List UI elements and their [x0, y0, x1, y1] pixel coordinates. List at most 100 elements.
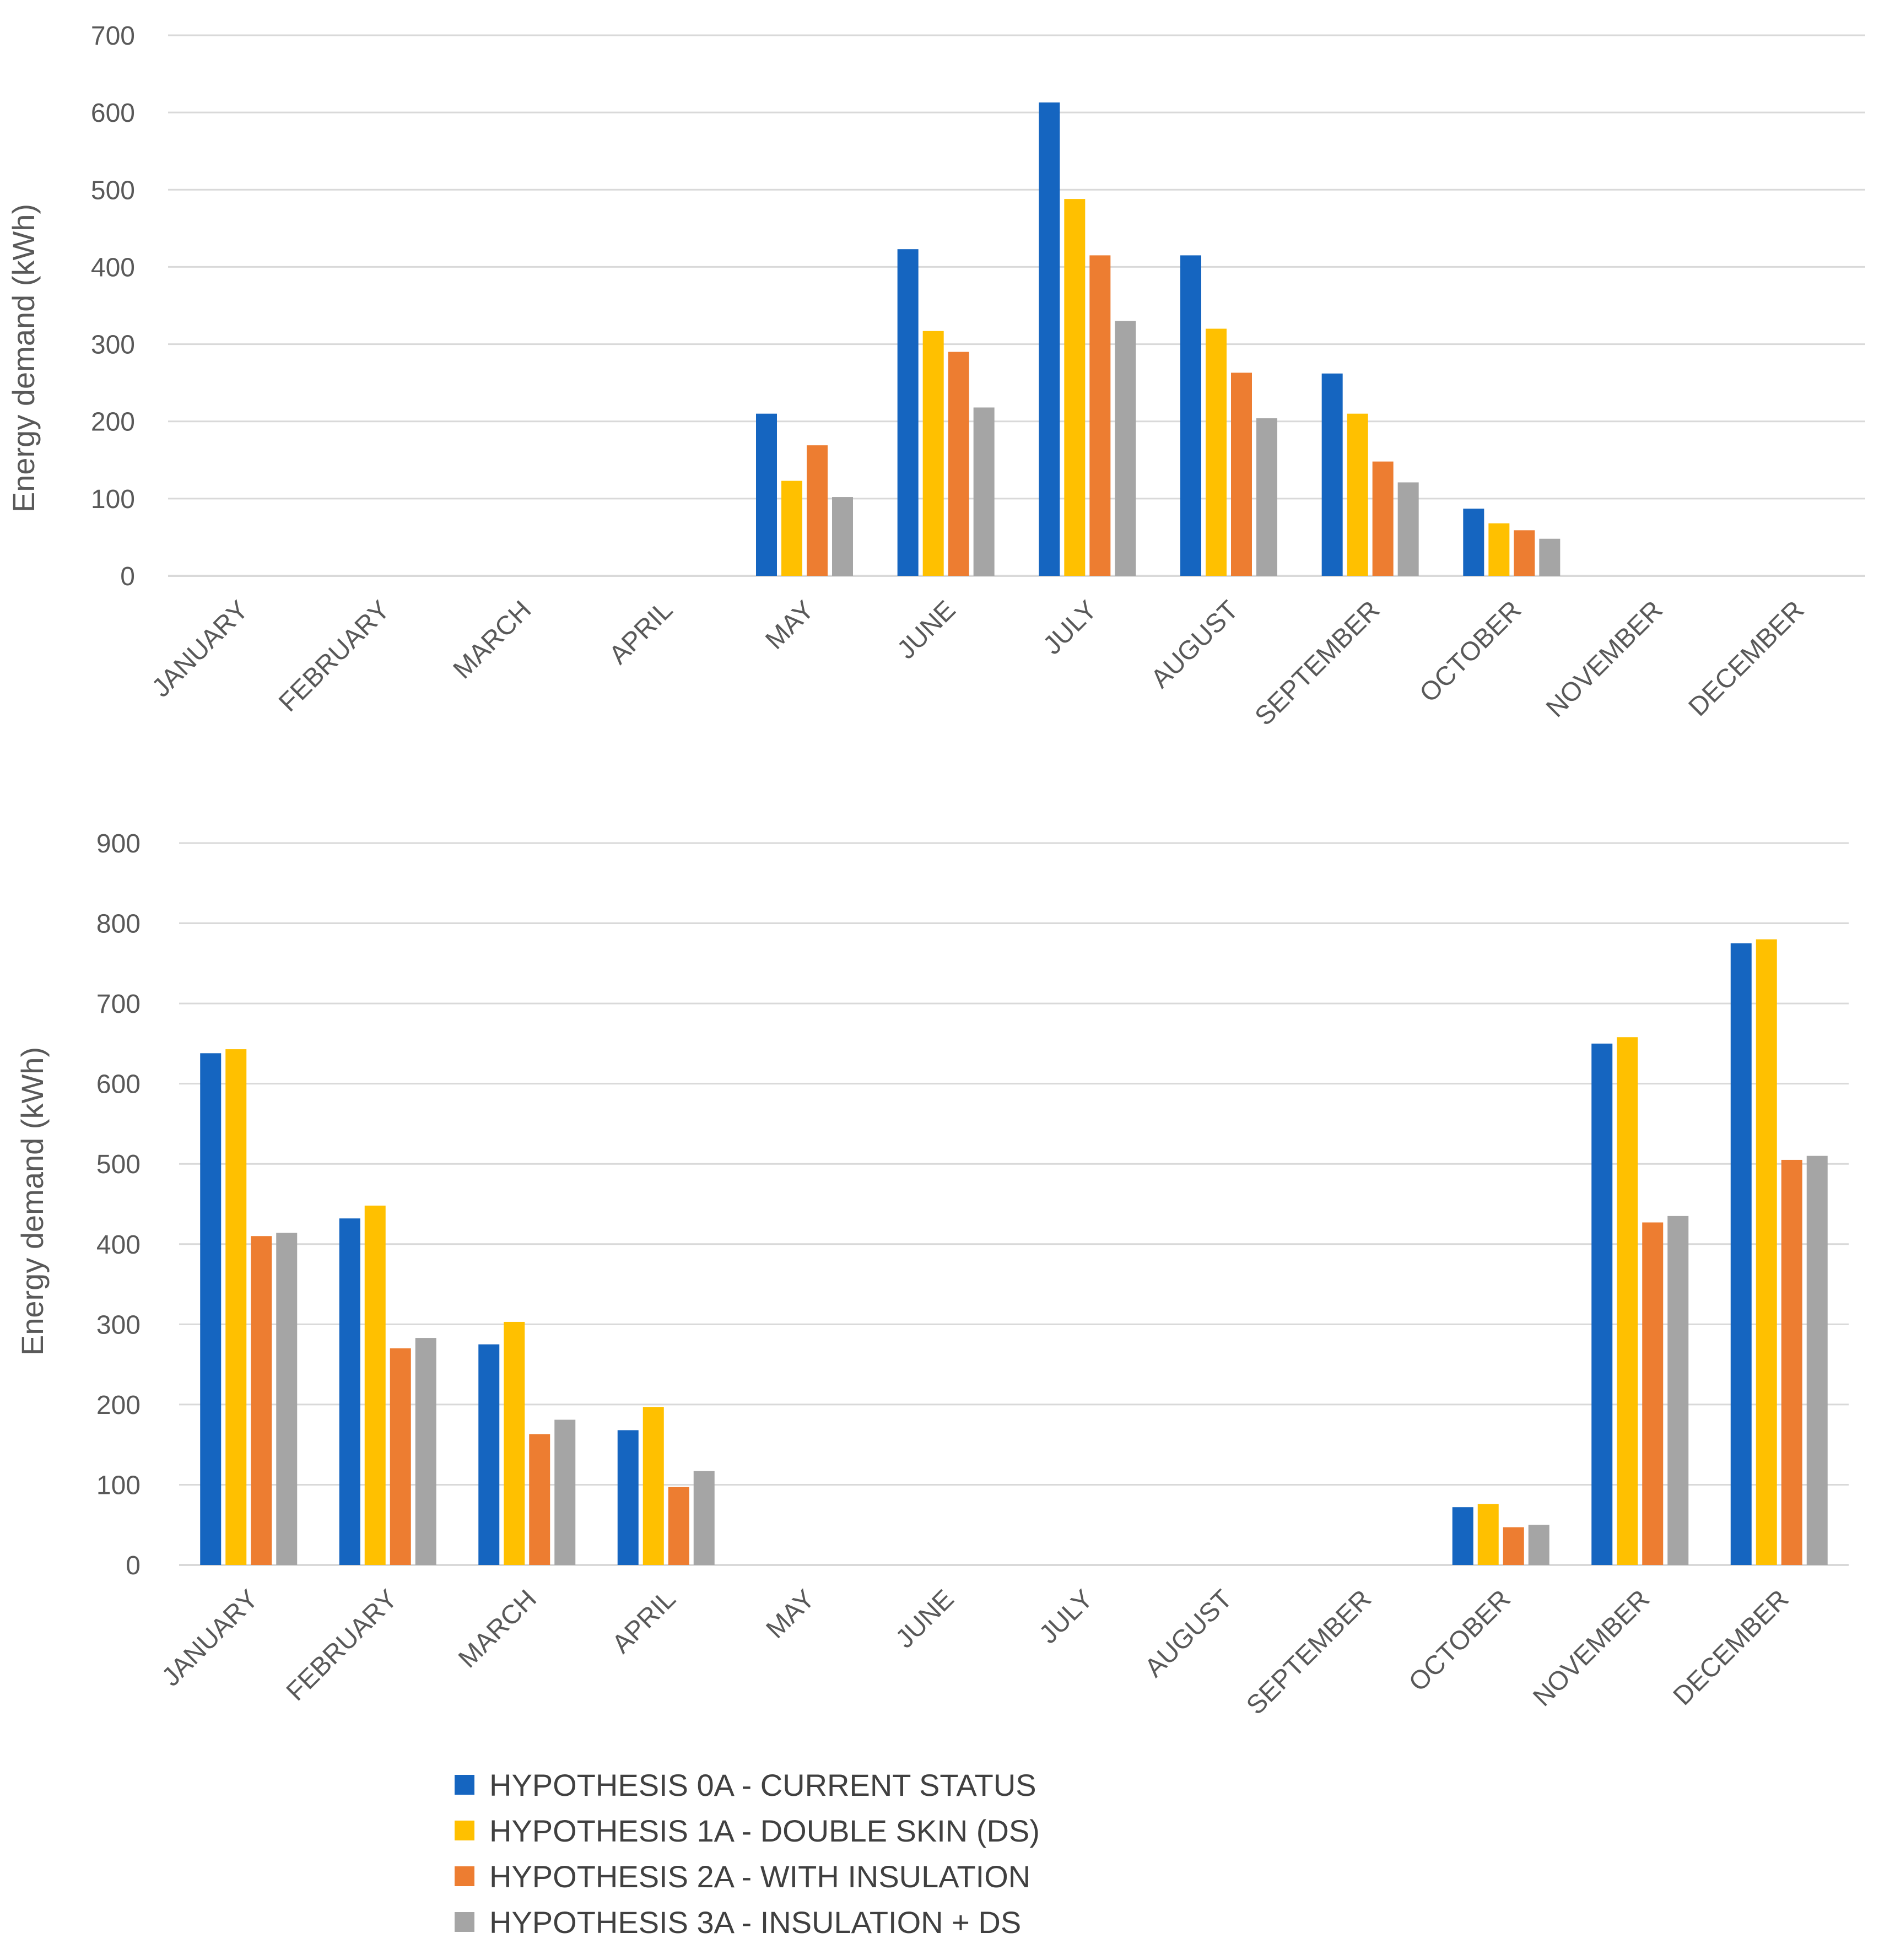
bar-may-series-2: HYPOTHESIS 2A - WITH INSULATION: 169	[807, 445, 828, 576]
x-tick-label-march: MARCH	[453, 1584, 542, 1673]
y-tick-label: 300	[91, 331, 135, 360]
bar-october-series-3: HYPOTHESIS 3A - INSULATION + DS: 50	[1528, 1525, 1549, 1565]
y-tick-label: 800	[96, 910, 141, 939]
bar-march-series-3: HYPOTHESIS 3A - INSULATION + DS: 181	[554, 1419, 576, 1565]
bar-may-series-0: HYPOTHESIS 0A - CURRENT STATUS: 210	[756, 413, 777, 576]
y-tick-label: 700	[96, 990, 141, 1019]
bar-november-series-1: HYPOTHESIS 1A - DOUBLE SKIN (DS): 658	[1617, 1037, 1638, 1565]
bar-july-series-2: HYPOTHESIS 2A - WITH INSULATION: 415	[1089, 255, 1111, 576]
heating-demand-chart: 0 100 200 300 400 500 600 700 800 900 Energy deman…	[15, 829, 1849, 1720]
bar-october-series-0: HYPOTHESIS 0A - CURRENT STATUS: 87	[1463, 509, 1484, 576]
y-tick-label: 900	[96, 829, 141, 858]
bar-march-series-1: HYPOTHESIS 1A - DOUBLE SKIN (DS): 303	[504, 1321, 525, 1565]
bar-october-series-3: HYPOTHESIS 3A - INSULATION + DS: 48	[1539, 538, 1561, 576]
x-tick-label-may: MAY	[761, 1584, 821, 1644]
bar-january-series-0: HYPOTHESIS 0A - CURRENT STATUS: 638	[200, 1053, 222, 1565]
y-tick-label: 500	[96, 1150, 141, 1179]
bar-june-series-0: HYPOTHESIS 0A - CURRENT STATUS: 423	[897, 249, 919, 576]
bar-april-series-1: HYPOTHESIS 1A - DOUBLE SKIN (DS): 197	[642, 1407, 664, 1565]
legend-label-1: HYPOTHESIS 1A - DOUBLE SKIN (DS)	[489, 1813, 1040, 1848]
legend-label-2: HYPOTHESIS 2A - WITH INSULATION	[489, 1859, 1030, 1894]
bar-february-series-0: HYPOTHESIS 0A - CURRENT STATUS: 432	[339, 1218, 360, 1565]
x-tick-label-july: JULY	[1038, 595, 1103, 660]
x-tick-label-january: JANUARY	[156, 1584, 264, 1692]
bar-august-series-0: HYPOTHESIS 0A - CURRENT STATUS: 415	[1180, 255, 1201, 576]
x-tick-label-november: NOVEMBER	[1527, 1584, 1655, 1712]
bar-october-series-2: HYPOTHESIS 2A - WITH INSULATION: 47	[1503, 1527, 1524, 1565]
bar-october-series-1: HYPOTHESIS 1A - DOUBLE SKIN (DS): 76	[1477, 1504, 1499, 1565]
x-tick-label-december: DECEMBER	[1683, 595, 1810, 722]
legend-label-3: HYPOTHESIS 3A - INSULATION + DS	[489, 1905, 1021, 1940]
bar-january-series-1: HYPOTHESIS 1A - DOUBLE SKIN (DS): 643	[225, 1049, 247, 1565]
x-tick-label-february: FEBRUARY	[273, 595, 396, 717]
bar-may-series-3: HYPOTHESIS 3A - INSULATION + DS: 102	[832, 497, 853, 576]
bar-september-series-0: HYPOTHESIS 0A - CURRENT STATUS: 262	[1321, 373, 1343, 576]
bar-july-series-1: HYPOTHESIS 1A - DOUBLE SKIN (DS): 488	[1064, 199, 1086, 576]
y-tick-label: 700	[91, 21, 135, 51]
bar-december-series-2: HYPOTHESIS 2A - WITH INSULATION: 505	[1781, 1159, 1802, 1565]
bar-june-series-1: HYPOTHESIS 1A - DOUBLE SKIN (DS): 317	[922, 331, 944, 576]
bar-october-series-2: HYPOTHESIS 2A - WITH INSULATION: 59	[1514, 530, 1535, 576]
y-axis-title: Energy demand (kWh)	[6, 204, 41, 512]
bar-november-series-2: HYPOTHESIS 2A - WITH INSULATION: 427	[1642, 1222, 1664, 1565]
y-tick-label: 400	[96, 1230, 141, 1260]
bar-january-series-2: HYPOTHESIS 2A - WITH INSULATION: 410	[251, 1236, 272, 1565]
bar-may-series-1: HYPOTHESIS 1A - DOUBLE SKIN (DS): 123	[781, 480, 802, 576]
x-tick-label-february: FEBRUARY	[281, 1584, 403, 1707]
x-tick-label-october: OCTOBER	[1403, 1584, 1516, 1697]
bar-september-series-1: HYPOTHESIS 1A - DOUBLE SKIN (DS): 210	[1347, 413, 1368, 576]
x-tick-label-september: SEPTEMBER	[1250, 595, 1386, 731]
x-tick-label-january: JANUARY	[147, 595, 254, 703]
x-tick-label-june: JUNE	[892, 595, 961, 665]
y-axis-title: Energy demand (kWh)	[15, 1047, 50, 1356]
bar-september-series-2: HYPOTHESIS 2A - WITH INSULATION: 148	[1372, 461, 1394, 576]
bar-july-series-0: HYPOTHESIS 0A - CURRENT STATUS: 613	[1039, 102, 1060, 576]
bar-february-series-3: HYPOTHESIS 3A - INSULATION + DS: 283	[415, 1338, 436, 1565]
y-tick-label: 0	[120, 562, 135, 591]
bar-december-series-3: HYPOTHESIS 3A - INSULATION + DS: 510	[1806, 1156, 1828, 1565]
bar-october-series-1: HYPOTHESIS 1A - DOUBLE SKIN (DS): 68	[1488, 523, 1510, 576]
legend-label-0: HYPOTHESIS 0A - CURRENT STATUS	[489, 1768, 1036, 1802]
y-tick-label: 100	[91, 485, 135, 514]
y-tick-label: 200	[91, 408, 135, 437]
x-tick-label-may: MAY	[760, 595, 820, 655]
y-tick-label: 0	[126, 1551, 141, 1580]
bar-april-series-0: HYPOTHESIS 0A - CURRENT STATUS: 168	[617, 1430, 639, 1565]
legend-swatch-1	[455, 1821, 474, 1840]
x-tick-label-april: APRIL	[607, 1584, 682, 1659]
legend-swatch-2	[455, 1866, 474, 1886]
bar-june-series-2: HYPOTHESIS 2A - WITH INSULATION: 290	[948, 352, 969, 576]
legend-swatch-3	[455, 1912, 474, 1932]
cooling-demand-chart: 0 100 200 300 400 500 600 700 Energy demand (kWh…	[6, 21, 1865, 731]
y-tick-label: 600	[96, 1070, 141, 1099]
bar-august-series-1: HYPOTHESIS 1A - DOUBLE SKIN (DS): 320	[1206, 328, 1227, 576]
bar-march-series-0: HYPOTHESIS 0A - CURRENT STATUS: 275	[478, 1344, 500, 1565]
x-tick-label-april: APRIL	[604, 595, 679, 670]
x-tick-label-june: JUNE	[890, 1584, 959, 1654]
x-tick-label-december: DECEMBER	[1668, 1584, 1795, 1711]
legend-swatch-0	[455, 1775, 474, 1795]
x-tick-label-september: SEPTEMBER	[1241, 1584, 1377, 1720]
bar-august-series-3: HYPOTHESIS 3A - INSULATION + DS: 204	[1256, 418, 1277, 576]
bar-october-series-0: HYPOTHESIS 0A - CURRENT STATUS: 72	[1452, 1507, 1473, 1565]
bar-february-series-2: HYPOTHESIS 2A - WITH INSULATION: 270	[390, 1348, 411, 1565]
bar-august-series-2: HYPOTHESIS 2A - WITH INSULATION: 263	[1231, 372, 1252, 576]
bar-september-series-3: HYPOTHESIS 3A - INSULATION + DS: 121	[1397, 482, 1419, 576]
bar-december-series-1: HYPOTHESIS 1A - DOUBLE SKIN (DS): 780	[1756, 939, 1777, 1565]
bar-march-series-2: HYPOTHESIS 2A - WITH INSULATION: 163	[529, 1434, 550, 1565]
y-tick-label: 100	[96, 1471, 141, 1500]
x-tick-label-october: OCTOBER	[1414, 595, 1527, 708]
bar-december-series-0: HYPOTHESIS 0A - CURRENT STATUS: 775	[1730, 943, 1752, 1565]
y-tick-label: 600	[91, 99, 135, 128]
bar-april-series-2: HYPOTHESIS 2A - WITH INSULATION: 97	[668, 1487, 689, 1565]
x-tick-label-march: MARCH	[448, 595, 537, 684]
x-tick-label-november: NOVEMBER	[1541, 595, 1669, 723]
bar-february-series-1: HYPOTHESIS 1A - DOUBLE SKIN (DS): 448	[364, 1205, 386, 1565]
y-tick-label: 400	[91, 253, 135, 282]
y-tick-label: 300	[96, 1310, 141, 1340]
bar-january-series-3: HYPOTHESIS 3A - INSULATION + DS: 414	[276, 1233, 298, 1565]
bar-april-series-3: HYPOTHESIS 3A - INSULATION + DS: 117	[693, 1471, 715, 1565]
bar-july-series-3: HYPOTHESIS 3A - INSULATION + DS: 330	[1115, 321, 1136, 576]
x-tick-label-august: AUGUST	[1140, 1584, 1238, 1683]
